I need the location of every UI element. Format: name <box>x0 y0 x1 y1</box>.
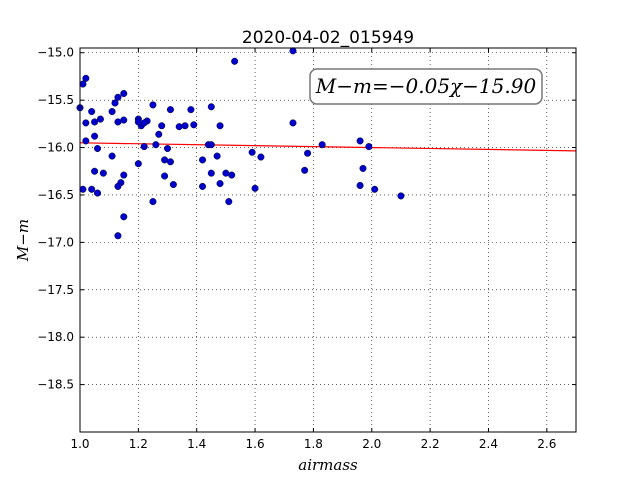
data-point <box>222 169 230 177</box>
data-point <box>96 115 104 123</box>
data-point <box>111 99 119 107</box>
data-point <box>181 122 189 130</box>
data-point <box>161 172 169 180</box>
data-point <box>175 123 183 131</box>
data-points <box>76 47 405 240</box>
data-point <box>91 132 99 140</box>
data-point <box>225 198 233 206</box>
fit-equation-box: M−m=−0.05χ−15.90 <box>309 68 543 105</box>
data-point <box>359 164 367 172</box>
data-point <box>134 160 142 168</box>
data-point <box>166 158 174 166</box>
data-point <box>149 101 157 109</box>
data-point <box>91 118 99 126</box>
data-point <box>155 130 163 138</box>
data-point <box>120 90 128 98</box>
data-point <box>99 169 107 177</box>
x-tick-label: 1.8 <box>304 437 323 451</box>
data-point <box>161 156 169 164</box>
y-tick-label: −15.5 <box>37 93 74 107</box>
data-point <box>216 122 224 130</box>
x-tick-label: 1.6 <box>246 437 265 451</box>
data-point <box>94 145 102 153</box>
y-tick-label: −18.0 <box>37 330 74 344</box>
y-tick-label: −16.5 <box>37 188 74 202</box>
data-point <box>108 152 116 160</box>
data-point <box>79 185 87 193</box>
data-point <box>251 184 259 192</box>
data-point <box>140 119 148 127</box>
x-tick-label: 1.2 <box>129 437 148 451</box>
data-point <box>82 74 90 82</box>
data-point <box>289 47 297 55</box>
y-tick-label: −16.0 <box>37 141 74 155</box>
x-tick-label: 1.4 <box>187 437 206 451</box>
x-tick-label: 2.2 <box>421 437 440 451</box>
data-point <box>207 169 215 177</box>
data-point <box>199 156 207 164</box>
x-tick-label: 2.6 <box>537 437 556 451</box>
data-point <box>257 153 265 161</box>
data-point <box>114 182 122 190</box>
y-axis-label: M−m <box>14 219 32 262</box>
data-point <box>158 122 166 130</box>
data-point <box>213 152 221 160</box>
data-point <box>114 93 122 101</box>
data-point <box>356 181 364 189</box>
y-tick-label: −17.5 <box>37 283 74 297</box>
data-point <box>120 213 128 221</box>
data-point <box>248 148 256 156</box>
x-tick-label: 2.0 <box>362 437 381 451</box>
plot-frame <box>79 47 577 433</box>
data-point <box>114 232 122 240</box>
x-axis-label: airmass <box>298 456 358 474</box>
data-point <box>365 143 373 151</box>
x-tick-label: 1.0 <box>70 437 89 451</box>
data-point <box>164 145 172 153</box>
data-point <box>304 149 312 157</box>
data-point <box>120 171 128 179</box>
y-tick-label: −15.0 <box>37 46 74 60</box>
data-point <box>91 167 99 175</box>
data-point <box>231 57 239 65</box>
data-point <box>140 143 148 151</box>
data-point <box>207 103 215 111</box>
data-point <box>207 141 215 149</box>
data-point <box>88 185 96 193</box>
data-point <box>301 166 309 174</box>
chart-title: 2020-04-02_015949 <box>242 28 414 48</box>
data-point <box>134 118 142 126</box>
fit-line-group <box>79 142 577 152</box>
data-point <box>216 180 224 188</box>
data-point <box>318 141 326 149</box>
data-point <box>356 137 364 145</box>
data-point <box>228 171 236 179</box>
data-point <box>114 118 122 126</box>
y-tick-label: −17.0 <box>37 235 74 249</box>
data-point <box>397 192 405 200</box>
fit-equation: M−m=−0.05χ−15.90 <box>315 74 537 98</box>
data-point <box>108 108 116 116</box>
data-point <box>88 108 96 116</box>
data-point <box>289 119 297 127</box>
data-point <box>199 182 207 190</box>
axis-ticks: 1.0 1.2 1.4 1.6 1.8 2.0 2.2 2.4 2.6 −15.0 −15.5 −16… <box>37 46 576 451</box>
data-point <box>169 181 177 189</box>
x-tick-label: 2.4 <box>479 437 498 451</box>
data-point <box>190 121 198 129</box>
data-point <box>371 185 379 193</box>
data-point <box>82 119 90 127</box>
data-point <box>82 137 90 145</box>
data-point <box>94 189 102 197</box>
data-point <box>120 116 128 124</box>
data-point <box>149 198 157 206</box>
y-tick-label: −18.5 <box>37 378 74 392</box>
equation-box-frame <box>309 68 543 105</box>
data-point <box>152 141 160 149</box>
data-point <box>187 106 195 114</box>
data-point <box>166 106 174 114</box>
fit-line <box>79 142 577 152</box>
